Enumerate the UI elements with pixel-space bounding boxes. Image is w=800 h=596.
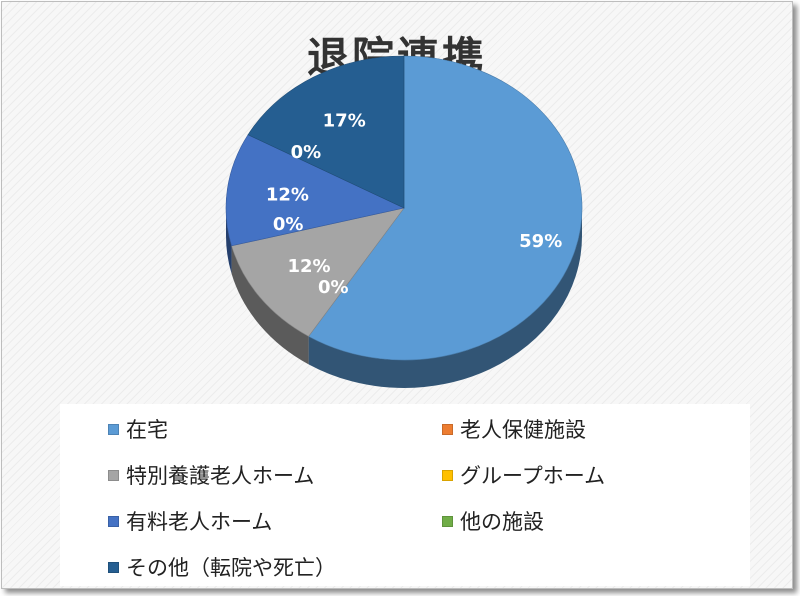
legend-item-4: 有料老人ホーム: [108, 506, 272, 536]
legend-swatch-6: [108, 561, 119, 573]
pie-slice-2: [231, 207, 405, 337]
legend-swatch-0: [108, 423, 119, 435]
legend: 在宅 老人保健施設特別養護老人ホーム グループホーム有料老人ホーム 他の施設その他（転…: [60, 404, 750, 586]
legend-swatch-1: [442, 423, 453, 435]
legend-item-6: その他（転院や死亡）: [108, 552, 336, 582]
pie-slice-side-4: [226, 208, 232, 274]
legend-label-6: その他（転院や死亡）: [126, 556, 336, 580]
legend-swatch-3: [442, 469, 453, 481]
legend-item-0: 在宅: [108, 414, 168, 444]
data-label-5: 0%: [291, 142, 322, 163]
legend-swatch-2: [108, 469, 119, 481]
legend-label-4: 有料老人ホーム: [126, 510, 273, 534]
legend-label-3: グループホーム: [460, 464, 606, 488]
legend-item-5: 他の施設: [442, 506, 544, 536]
data-label-1: 0%: [318, 277, 349, 298]
legend-item-1: 老人保健施設: [442, 414, 586, 444]
pie-chart: 59%0%12%0%12%0%17%: [225, 55, 583, 388]
legend-label-2: 特別養護老人ホーム: [126, 464, 315, 488]
pie-slice-side-2: [231, 245, 309, 365]
pie-slice-side-0: [308, 208, 582, 388]
data-label-3: 0%: [273, 214, 304, 235]
chart-frame: 退院連携 59%0%12%0%12%0%17% 在宅老人保健施設特別養護老人ホー…: [1, 1, 793, 589]
pie-slice-6: [247, 55, 405, 209]
pie-slice-0: [308, 55, 583, 361]
legend-label-0: 在宅: [126, 418, 168, 442]
data-label-0: 59%: [519, 231, 562, 252]
legend-label-5: 他の施設: [460, 510, 544, 534]
legend-swatch-4: [108, 515, 119, 527]
legend-item-3: グループホーム: [442, 460, 605, 490]
legend-label-1: 老人保健施設: [460, 418, 586, 442]
data-label-4: 12%: [266, 184, 309, 205]
data-label-2: 12%: [287, 256, 330, 277]
legend-swatch-5: [442, 515, 453, 527]
legend-item-2: 特別養護老人ホーム: [108, 460, 314, 490]
data-label-6: 17%: [323, 111, 366, 132]
pie-slice-4: [225, 134, 405, 247]
